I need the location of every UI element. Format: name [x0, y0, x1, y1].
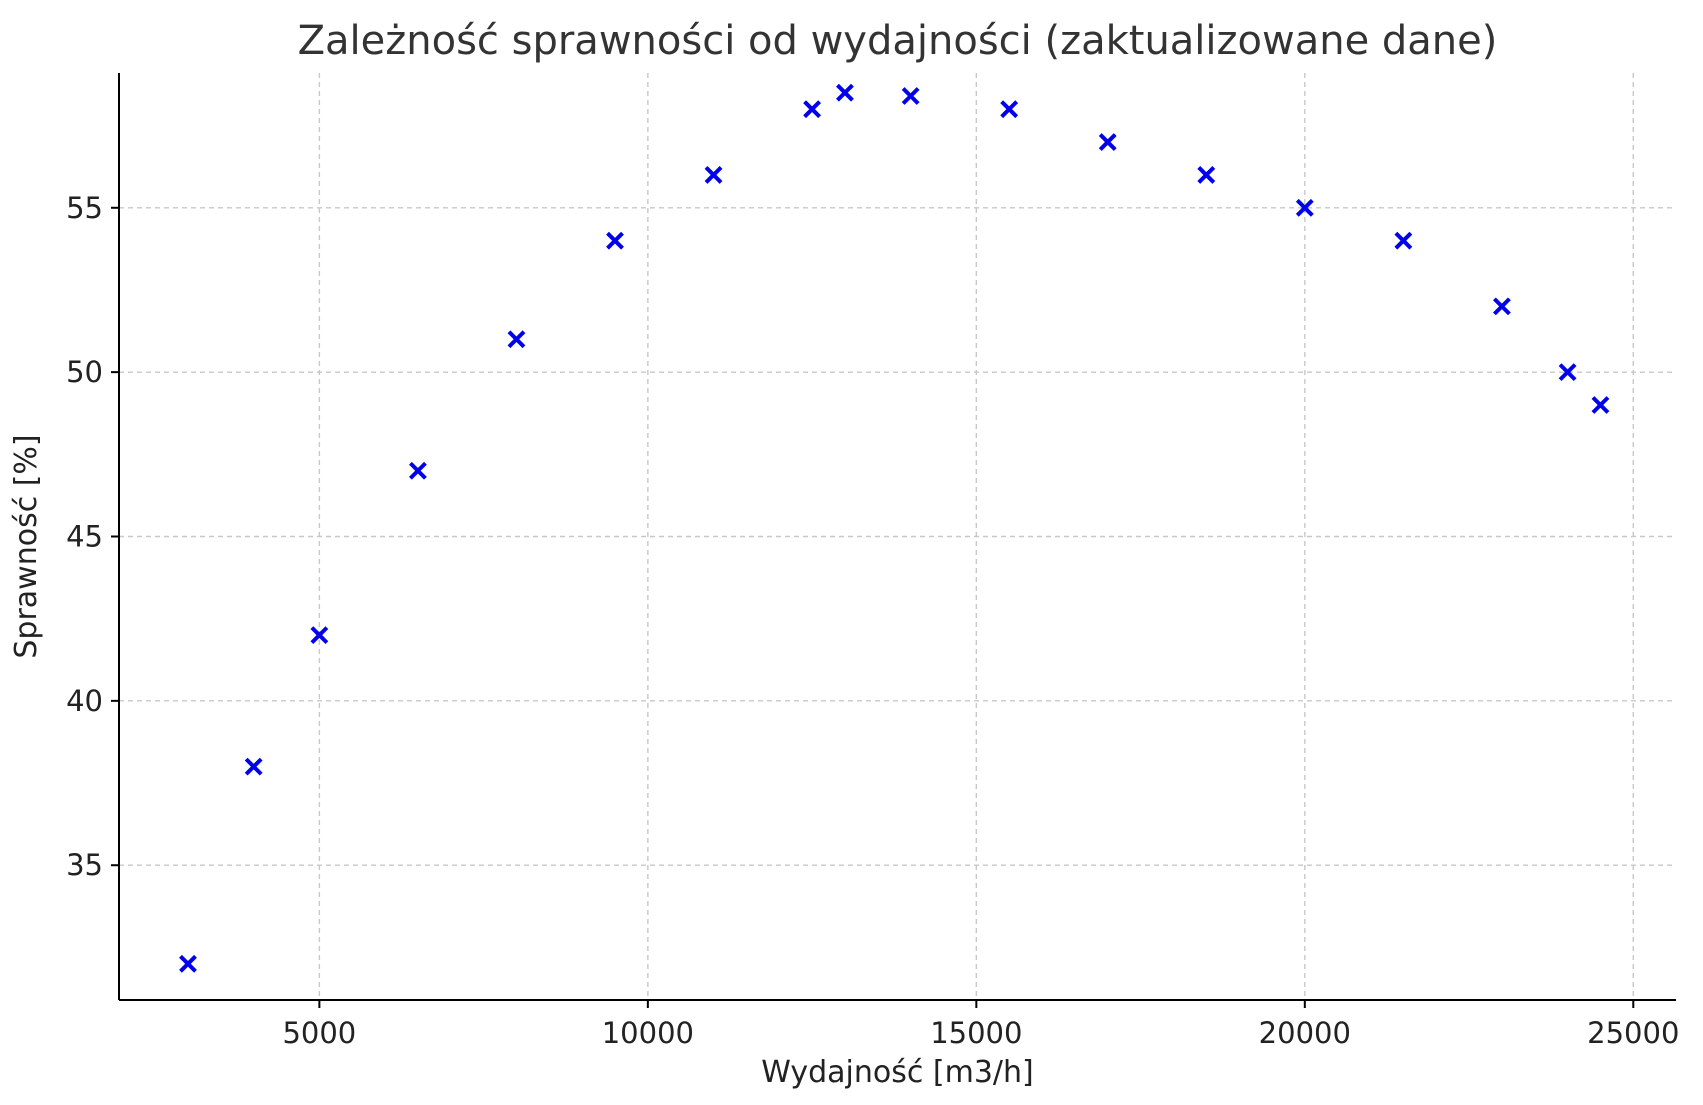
data-point — [803, 100, 822, 119]
grid — [119, 73, 1676, 1000]
x-axis-label: Wydajność [m3/h] — [761, 1055, 1034, 1090]
data-point — [1000, 100, 1019, 119]
data-point — [1394, 231, 1413, 250]
y-axis-label: Sprawność [%] — [9, 434, 44, 658]
x-tick-label: 15000 — [930, 1016, 1022, 1050]
x-tick-label: 10000 — [602, 1016, 694, 1050]
data-point — [1492, 297, 1511, 316]
data-point — [310, 626, 329, 645]
chart-title: Zależność sprawności od wydajności (zakt… — [298, 18, 1498, 64]
x-tick-label: 25000 — [1587, 1016, 1679, 1050]
data-point — [179, 954, 197, 973]
data-point — [901, 87, 920, 105]
data-point — [1295, 198, 1314, 217]
x-tick-label: 20000 — [1259, 1016, 1351, 1050]
data-point — [409, 461, 427, 480]
ticks: 5000 10000 15000 20000 25000 35 40 45 50 55 — [66, 191, 1679, 1050]
data-point — [1558, 363, 1577, 382]
data-point — [1197, 165, 1216, 184]
data-point — [836, 83, 854, 102]
data-point — [244, 757, 263, 776]
data-points — [179, 83, 1610, 973]
data-point — [606, 231, 624, 250]
y-tick-label: 35 — [66, 848, 103, 882]
data-point — [1098, 133, 1117, 151]
data-point — [1591, 396, 1610, 414]
data-point — [704, 165, 723, 184]
y-tick-label: 40 — [66, 684, 103, 718]
y-tick-label: 55 — [66, 191, 103, 225]
x-tick-label: 5000 — [282, 1016, 356, 1050]
y-tick-label: 50 — [66, 355, 103, 389]
data-point — [507, 330, 526, 349]
y-tick-label: 45 — [66, 520, 103, 554]
